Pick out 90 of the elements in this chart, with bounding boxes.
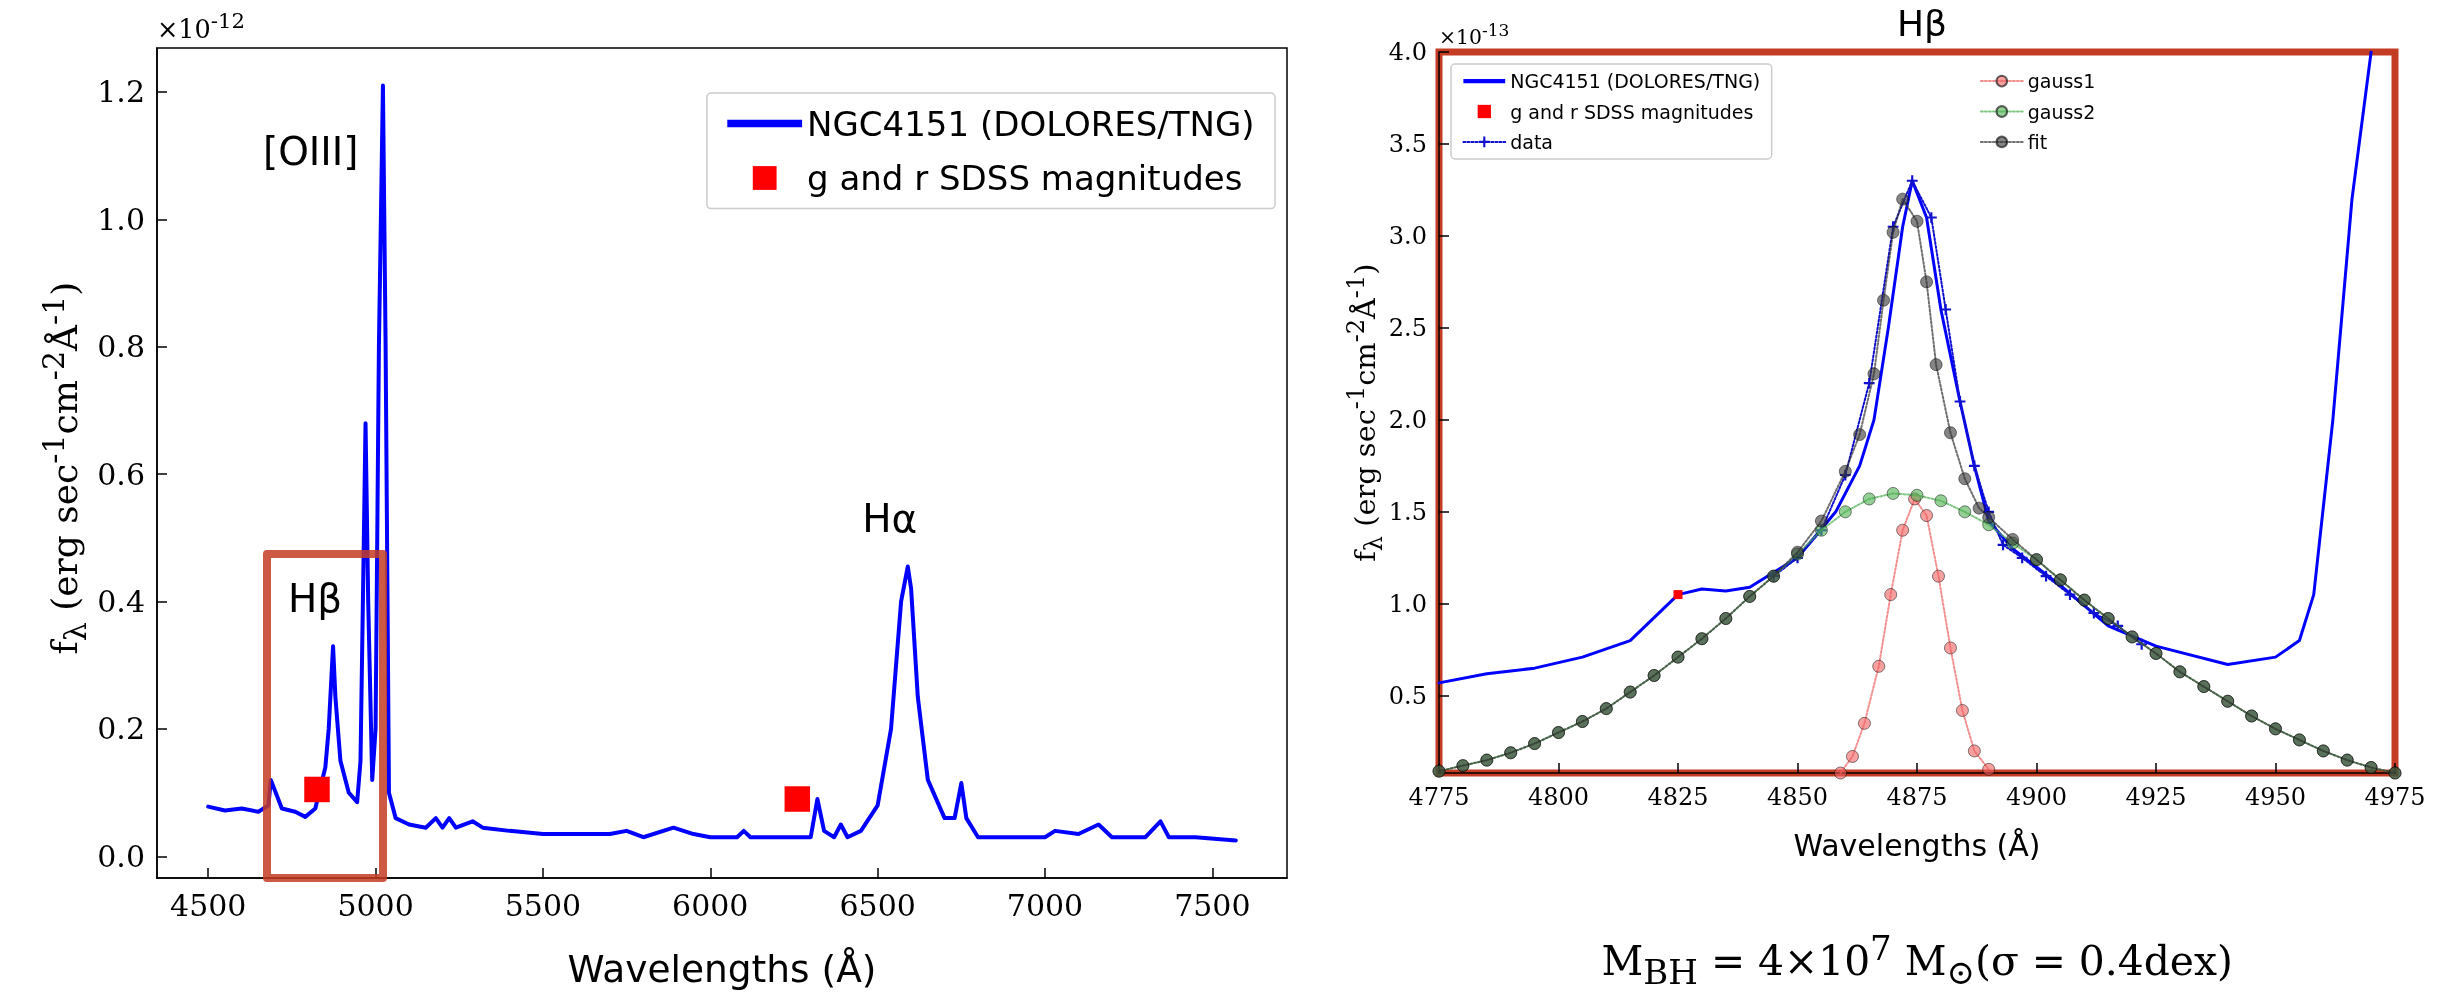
x-tick-label: 4875 — [1886, 783, 1948, 811]
annotation: [OIII] — [262, 129, 359, 175]
point — [1929, 358, 1943, 372]
x-tick-label: 4800 — [1527, 783, 1590, 811]
point — [1886, 487, 1900, 500]
point — [1972, 501, 1986, 515]
y-tick-label: 3.5 — [1388, 129, 1427, 158]
x-tick-label: 5000 — [337, 887, 414, 923]
x-tick-label: 7500 — [1174, 887, 1251, 923]
point — [1954, 396, 1966, 407]
point — [1968, 460, 1980, 472]
legend-label: gauss2 — [2027, 100, 2096, 123]
chart-title: Hβ — [1896, 2, 1948, 44]
text: M$_{BH}$ = 4×10$^{7}$ M$_{⊙}$(σ = 0.4dex) — [1601, 928, 2233, 992]
legend-label: g and r SDSS magnitudes — [807, 158, 1243, 198]
text: ×10$^{-13}$ — [1439, 19, 1510, 49]
point — [1896, 192, 1910, 206]
x-axis-title: Wavelengths (Å) — [567, 947, 877, 991]
point — [1967, 744, 1981, 758]
point — [1867, 367, 1881, 381]
legend-label: NGC4151 (DOLORES/TNG) — [807, 103, 1255, 144]
point — [1925, 212, 1937, 223]
point — [1910, 214, 1924, 228]
point — [1846, 750, 1859, 763]
point — [1886, 225, 1900, 239]
point — [1982, 762, 1996, 776]
y-tick-label: 2.0 — [1388, 405, 1427, 434]
text: ×10$^{-12}$ — [157, 7, 246, 43]
x-tick-label: 7000 — [1006, 887, 1084, 923]
point — [2006, 533, 2019, 546]
x-tick-label: 5500 — [504, 887, 582, 923]
point — [1838, 464, 1852, 478]
legend-label: NGC4151 (DOLORES/TNG) — [1510, 70, 1761, 93]
annotation: Hβ — [288, 575, 343, 621]
legend-label: gauss1 — [2027, 70, 2096, 93]
point — [1940, 304, 1952, 315]
line-series — [1437, 50, 2373, 685]
x-tick-label: 4925 — [2125, 783, 2187, 811]
x-tick-label: 4500 — [170, 887, 247, 923]
x-tick-label: 4850 — [1766, 783, 1829, 811]
x-tick-label: 4775 — [1408, 783, 1470, 811]
point — [2016, 552, 2028, 564]
point — [1877, 293, 1890, 307]
point — [1872, 659, 1886, 673]
y-tick-label: 1.0 — [1388, 589, 1427, 618]
x-tick-label: 4825 — [1647, 783, 1709, 811]
point — [1884, 588, 1898, 601]
point — [1956, 704, 1969, 717]
point — [1958, 472, 1972, 486]
y-tick-label: 1.0 — [97, 201, 145, 237]
point — [2040, 570, 2052, 582]
y-tick-label: 2.5 — [1388, 313, 1427, 342]
y-tick-label: 0.4 — [97, 584, 145, 620]
y-tick-label: 1.5 — [1388, 497, 1427, 526]
y-tick-label: 0.0 — [97, 838, 145, 874]
x-tick-label: 4975 — [2364, 783, 2426, 811]
point — [1862, 492, 1876, 506]
point — [1673, 590, 1683, 600]
x-tick-label: 6500 — [839, 887, 916, 923]
x-tick-label: 4950 — [2244, 783, 2307, 811]
point — [1944, 641, 1957, 655]
point — [1906, 175, 1918, 187]
legend-label: fit — [2027, 130, 2048, 153]
point — [1838, 505, 1852, 519]
y-tick-label: 0.5 — [1388, 681, 1427, 710]
y-tick-label: 0.2 — [97, 711, 145, 747]
point — [1982, 510, 1996, 524]
y-tick-label: 0.8 — [97, 329, 145, 365]
x-axis-title: Wavelengths (Å) — [1793, 828, 2041, 864]
point — [1853, 428, 1867, 441]
y-tick-label: 1.2 — [97, 74, 145, 110]
point — [1920, 509, 1933, 522]
x-tick-label: 4900 — [2005, 783, 2068, 811]
legend-label: data — [1510, 130, 1553, 153]
y-tick-label: 4.0 — [1388, 38, 1427, 66]
x-tick-label: 6000 — [672, 887, 749, 923]
y-tick-label: 0.6 — [97, 456, 145, 492]
point — [1834, 766, 1847, 780]
legend-label: g and r SDSS magnitudes — [1510, 100, 1754, 123]
point — [1932, 569, 1945, 583]
point — [1920, 275, 1933, 289]
point — [1944, 426, 1957, 440]
point — [1858, 716, 1871, 730]
y-tick-label: 3.0 — [1388, 221, 1427, 250]
point — [1934, 494, 1948, 508]
point — [1815, 514, 1828, 528]
point — [1896, 523, 1910, 537]
point — [1910, 488, 1924, 502]
point — [1958, 505, 1972, 519]
annotation: Hα — [862, 496, 918, 541]
